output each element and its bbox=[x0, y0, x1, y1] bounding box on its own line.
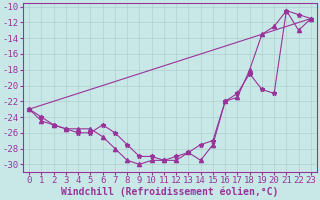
X-axis label: Windchill (Refroidissement éolien,°C): Windchill (Refroidissement éolien,°C) bbox=[61, 187, 279, 197]
